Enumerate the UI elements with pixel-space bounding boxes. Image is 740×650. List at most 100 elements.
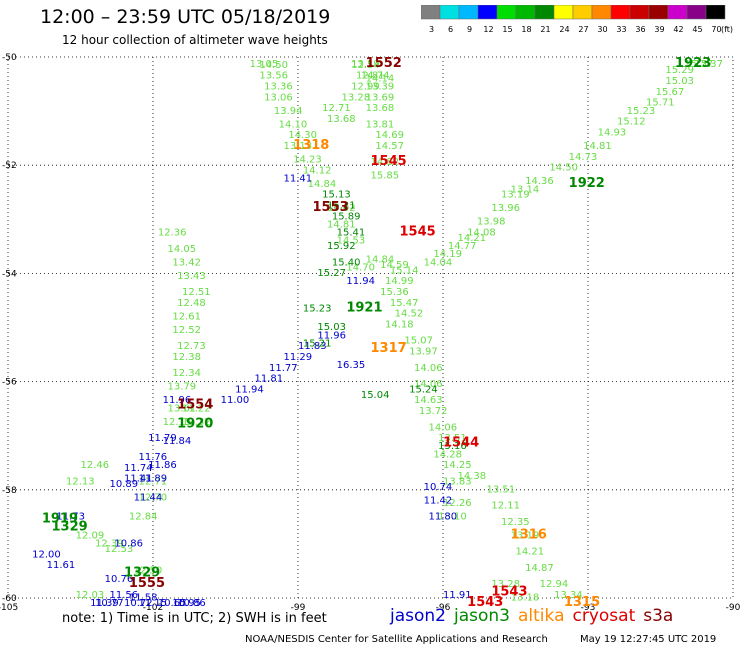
color-swatch	[705, 5, 726, 20]
track-time-label: 1921	[346, 300, 382, 315]
wave-height-point: 11.84	[163, 436, 192, 447]
wave-height-point: 14.74	[361, 71, 390, 82]
wave-height-point: 13.14	[511, 184, 540, 195]
wave-height-point: 13.94	[274, 106, 303, 117]
wave-height-point: 13.28	[491, 579, 520, 590]
wave-height-point: 12.35	[501, 517, 530, 528]
color-scale-label: 33	[616, 25, 626, 34]
wave-height-point: 15.04	[361, 390, 390, 401]
wave-height-point: 15.47	[390, 298, 419, 309]
wave-height-point: 12.11	[491, 501, 520, 512]
track-time-label: 1920	[177, 417, 213, 432]
color-scale-label: 6	[448, 25, 453, 34]
wave-height-point: 12.52	[172, 325, 201, 336]
track-time-label: 1922	[569, 176, 605, 191]
wave-height-point: 14.08	[467, 228, 496, 239]
color-scale-label: 27	[578, 25, 588, 34]
wave-height-point: 16.35	[337, 360, 366, 371]
wave-height-point: 10.74	[424, 482, 453, 493]
wave-height-point: 12.70	[139, 493, 168, 504]
wave-height-point: 13.42	[172, 257, 201, 268]
wave-height-point: 10.77	[95, 598, 124, 609]
wave-height-point: 15.23	[627, 106, 656, 117]
color-scale-label: 42	[673, 25, 683, 34]
wave-height-point: 15.27	[685, 59, 714, 70]
wave-height-point: 11.61	[47, 560, 76, 571]
wave-height-point: 14.99	[385, 276, 414, 287]
y-tick-label: -60	[2, 594, 17, 604]
wave-height-point: 14.57	[375, 141, 404, 152]
wave-height-point: 11.96	[163, 395, 192, 406]
wave-height-point: 14.84	[308, 179, 337, 190]
wave-height-point: 12.39	[95, 539, 124, 550]
wave-height-point: 11.83	[298, 341, 327, 352]
wave-height-point: 14.53	[337, 236, 366, 247]
color-scale-label: 21	[540, 25, 550, 34]
wave-height-point: 13.97	[409, 347, 438, 358]
wave-height-point: 12.00	[32, 549, 61, 560]
footer-note: note: 1) Time is in UTC; 2) SWH is in fe…	[62, 611, 327, 626]
wave-height-point: 14.81	[583, 141, 612, 152]
wave-height-point: 11.94	[235, 384, 264, 395]
color-scale-label: 24	[559, 25, 569, 34]
wave-height-point: 14.87	[525, 563, 554, 574]
wave-height-point: 10.95	[172, 598, 201, 609]
color-scale-label: 45	[692, 25, 702, 34]
wave-height-point: 13.79	[168, 382, 197, 393]
legend-item-jason2: jason2	[390, 606, 446, 626]
wave-height-point: 14.06	[414, 363, 443, 374]
wave-height-point: 13.39	[366, 81, 395, 92]
wave-height-point: 13.56	[259, 71, 288, 82]
wave-height-point: 13.10	[438, 512, 467, 523]
track-time-label: 1544	[443, 436, 479, 451]
wave-height-point: 14.21	[458, 233, 487, 244]
wave-height-point: 12.50	[134, 566, 163, 577]
color-scale-label: 12	[483, 25, 493, 34]
wave-height-point: 11.77	[269, 363, 298, 374]
wave-height-point: 14.81	[327, 219, 356, 230]
wave-height-point: 14.70	[346, 263, 375, 274]
wave-height-point: 11.44	[134, 493, 163, 504]
wave-height-point: 14.06	[414, 379, 443, 390]
wave-height-point: 13.19	[351, 59, 380, 70]
wave-height-point: 12.94	[540, 579, 569, 590]
wave-height-point: 12.09	[76, 530, 105, 541]
x-tick-label: -93	[581, 603, 596, 613]
legend-item-cryosat: cryosat	[572, 606, 636, 626]
wave-height-point: 11.80	[429, 512, 458, 523]
wave-height-point: 15.89	[332, 211, 361, 222]
track-time-label: 1555	[129, 576, 165, 591]
footer-credit: NOAA/NESDIS Center for Satellite Applica…	[245, 634, 548, 645]
chart-subtitle: 12 hour collection of altimeter wave hei…	[62, 33, 328, 47]
wave-height-point: 13.98	[477, 217, 506, 228]
wave-height-point: 15.40	[332, 257, 361, 268]
wave-height-point: 15.23	[303, 303, 332, 314]
track-time-label: 1545	[400, 225, 436, 240]
wave-height-point: 13.68	[327, 114, 356, 125]
wave-height-point: 12.99	[351, 81, 380, 92]
wave-height-point: 11.81	[255, 374, 284, 385]
wave-height-point: 13.19	[501, 190, 530, 201]
wave-height-point: 14.04	[424, 257, 453, 268]
wave-height-point: 11.89	[139, 474, 168, 485]
x-tick-label: -99	[291, 603, 306, 613]
wave-height-point: 11.00	[221, 395, 250, 406]
wave-height-point: 10.72	[124, 598, 153, 609]
wave-height-point: 11.29	[284, 352, 313, 363]
wave-height-point: 14.05	[168, 244, 197, 255]
color-scale-label: 18	[521, 25, 531, 34]
wave-height-point: 12.71	[139, 476, 168, 487]
wave-height-point: 12.51	[182, 287, 211, 298]
wave-height-point: 14.50	[259, 60, 288, 71]
y-tick-label: -58	[2, 486, 17, 496]
wave-height-point: 13.06	[264, 92, 293, 103]
wave-height-point: 14.82	[371, 157, 400, 168]
wave-height-point: 14.06	[429, 422, 458, 433]
wave-height-point: 10.86	[177, 598, 206, 609]
wave-height-point: 13.13	[284, 141, 313, 152]
wave-height-point: 15.85	[371, 171, 400, 182]
wave-height-point: 12.13	[66, 476, 95, 487]
wave-height-point: 15.21	[303, 338, 332, 349]
wave-height-point: 15.14	[390, 265, 419, 276]
color-scale-label: 39	[654, 25, 664, 34]
